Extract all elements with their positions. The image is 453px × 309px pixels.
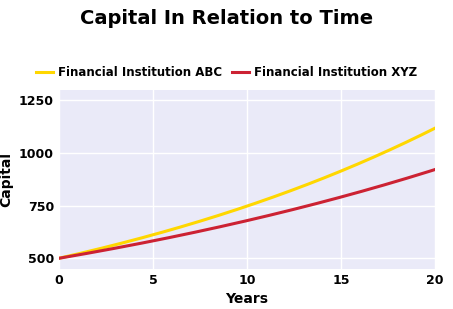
Financial Institution XYZ [56, 256, 62, 260]
Financial Institution XYZ [58, 256, 63, 260]
Financial Institution ABC [58, 256, 63, 260]
Financial Institution XYZ [432, 168, 438, 171]
Line: Financial Institution XYZ: Financial Institution XYZ [59, 170, 435, 258]
Financial Institution ABC [286, 189, 292, 193]
X-axis label: Years: Years [226, 292, 268, 306]
Line: Financial Institution ABC: Financial Institution ABC [59, 128, 435, 258]
Financial Institution ABC [279, 192, 284, 196]
Y-axis label: Capital: Capital [0, 152, 14, 207]
Text: Capital In Relation to Time: Capital In Relation to Time [80, 9, 373, 28]
Legend: Financial Institution ABC, Financial Institution XYZ: Financial Institution ABC, Financial Ins… [31, 61, 422, 84]
Financial Institution XYZ [397, 179, 402, 182]
Financial Institution ABC [432, 126, 438, 130]
Financial Institution ABC [397, 143, 402, 147]
Financial Institution ABC [373, 154, 379, 158]
Financial Institution ABC [56, 256, 62, 260]
Financial Institution ABC [280, 192, 285, 196]
Financial Institution XYZ [286, 209, 292, 212]
Financial Institution XYZ [373, 185, 379, 189]
Financial Institution XYZ [280, 210, 285, 214]
Financial Institution XYZ [279, 210, 284, 214]
